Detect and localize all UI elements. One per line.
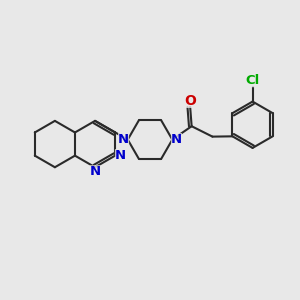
Text: O: O <box>184 94 196 108</box>
Text: Cl: Cl <box>245 74 260 87</box>
Text: N: N <box>118 133 129 146</box>
Text: N: N <box>115 149 126 162</box>
Text: N: N <box>171 133 182 146</box>
Text: N: N <box>89 165 100 178</box>
